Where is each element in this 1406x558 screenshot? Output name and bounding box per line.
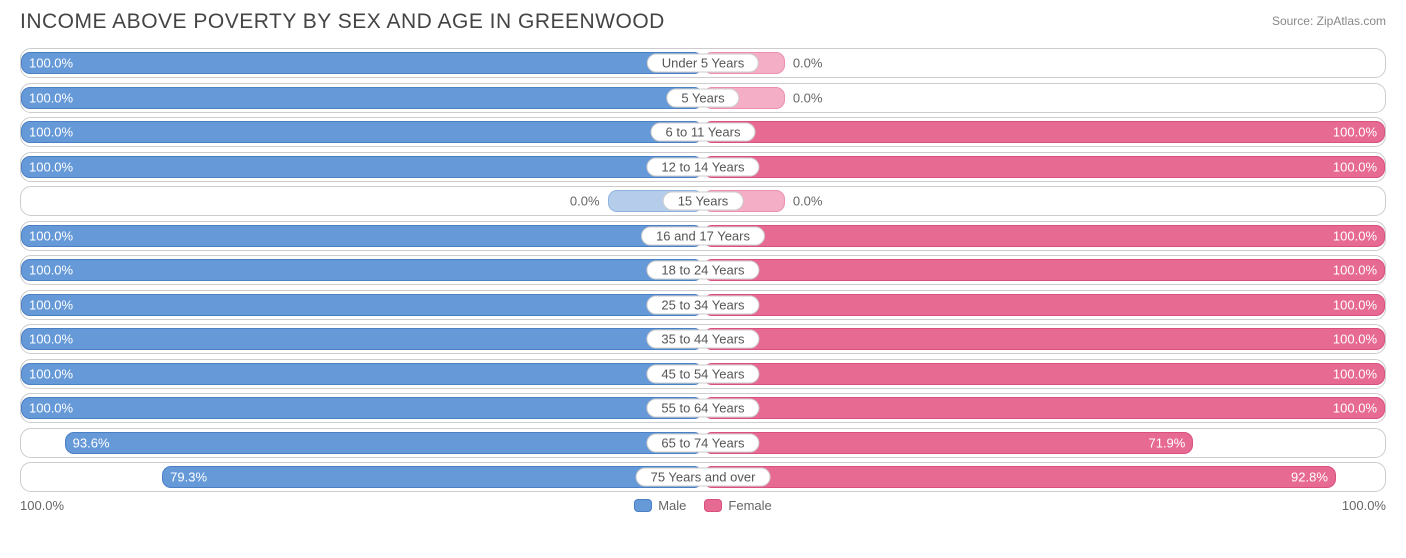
male-value-label: 100.0% — [29, 228, 73, 243]
female-bar — [703, 225, 1385, 247]
male-value-label: 93.6% — [73, 435, 110, 450]
legend: Male Female — [634, 498, 772, 513]
male-value-label: 100.0% — [29, 401, 73, 416]
legend-item-female: Female — [704, 498, 771, 513]
male-value-label: 100.0% — [29, 366, 73, 381]
chart-row: 100.0% 100.0% 45 to 54 Years — [20, 359, 1386, 389]
chart-row: 100.0% 100.0% 35 to 44 Years — [20, 324, 1386, 354]
chart-row: 100.0% 100.0% 25 to 34 Years — [20, 290, 1386, 320]
chart-source: Source: ZipAtlas.com — [1272, 14, 1386, 28]
axis-right-label: 100.0% — [1342, 498, 1386, 513]
female-value-label: 92.8% — [1291, 470, 1328, 485]
age-label: 18 to 24 Years — [646, 261, 759, 280]
female-value-label: 100.0% — [1333, 159, 1377, 174]
male-value-label: 100.0% — [29, 263, 73, 278]
female-value-label: 100.0% — [1333, 401, 1377, 416]
male-bar — [21, 259, 703, 281]
female-value-label: 0.0% — [793, 56, 823, 71]
chart-row: 100.0% 0.0% Under 5 Years — [20, 48, 1386, 78]
male-bar — [21, 294, 703, 316]
age-label: 45 to 54 Years — [646, 364, 759, 383]
female-value-label: 100.0% — [1333, 125, 1377, 140]
chart-row: 100.0% 100.0% 55 to 64 Years — [20, 393, 1386, 423]
female-value-label: 0.0% — [793, 194, 823, 209]
female-bar — [703, 466, 1336, 488]
female-bar — [703, 294, 1385, 316]
legend-item-male: Male — [634, 498, 686, 513]
male-bar — [21, 121, 703, 143]
female-value-label: 100.0% — [1333, 263, 1377, 278]
female-bar — [703, 156, 1385, 178]
age-label: 35 to 44 Years — [646, 330, 759, 349]
chart-row: 0.0% 0.0% 15 Years — [20, 186, 1386, 216]
male-bar — [21, 328, 703, 350]
age-label: Under 5 Years — [647, 54, 759, 73]
chart-row: 93.6% 71.9% 65 to 74 Years — [20, 428, 1386, 458]
chart-row: 100.0% 100.0% 16 and 17 Years — [20, 221, 1386, 251]
axis-left-label: 100.0% — [20, 498, 64, 513]
female-value-label: 100.0% — [1333, 297, 1377, 312]
male-value-label: 100.0% — [29, 90, 73, 105]
female-value-label: 71.9% — [1148, 435, 1185, 450]
male-value-label: 100.0% — [29, 159, 73, 174]
male-bar — [21, 156, 703, 178]
male-bar — [21, 363, 703, 385]
male-value-label: 100.0% — [29, 332, 73, 347]
age-label: 16 and 17 Years — [641, 226, 765, 245]
male-bar — [21, 225, 703, 247]
female-value-label: 100.0% — [1333, 366, 1377, 381]
female-swatch-icon — [704, 499, 722, 512]
chart-row: 100.0% 0.0% 5 Years — [20, 83, 1386, 113]
chart-row: 79.3% 92.8% 75 Years and over — [20, 462, 1386, 492]
female-bar — [703, 121, 1385, 143]
male-value-label: 100.0% — [29, 297, 73, 312]
male-bar — [21, 52, 703, 74]
age-label: 15 Years — [663, 192, 744, 211]
male-bar — [21, 397, 703, 419]
male-value-label: 100.0% — [29, 56, 73, 71]
male-swatch-icon — [634, 499, 652, 512]
age-label: 65 to 74 Years — [646, 433, 759, 452]
female-value-label: 100.0% — [1333, 332, 1377, 347]
female-bar — [703, 328, 1385, 350]
chart-row: 100.0% 100.0% 6 to 11 Years — [20, 117, 1386, 147]
chart-title: INCOME ABOVE POVERTY BY SEX AND AGE IN G… — [20, 10, 665, 34]
age-label: 75 Years and over — [636, 468, 771, 487]
male-bar — [162, 466, 703, 488]
female-bar — [703, 363, 1385, 385]
male-value-label: 79.3% — [170, 470, 207, 485]
age-label: 5 Years — [666, 88, 739, 107]
chart-row: 100.0% 100.0% 12 to 14 Years — [20, 152, 1386, 182]
chart-header: INCOME ABOVE POVERTY BY SEX AND AGE IN G… — [20, 10, 1386, 34]
female-value-label: 0.0% — [793, 90, 823, 105]
diverging-bar-chart: 100.0% 0.0% Under 5 Years 100.0% 0.0% 5 Years… — [20, 48, 1386, 492]
legend-female-label: Female — [728, 498, 771, 513]
male-bar — [65, 432, 703, 454]
male-value-label: 100.0% — [29, 125, 73, 140]
age-label: 12 to 14 Years — [646, 157, 759, 176]
female-bar — [703, 397, 1385, 419]
female-bar — [703, 259, 1385, 281]
chart-row: 100.0% 100.0% 18 to 24 Years — [20, 255, 1386, 285]
legend-male-label: Male — [658, 498, 686, 513]
age-label: 55 to 64 Years — [646, 399, 759, 418]
female-value-label: 100.0% — [1333, 228, 1377, 243]
male-bar — [21, 87, 703, 109]
chart-footer: 100.0% Male Female 100.0% — [20, 498, 1386, 513]
male-value-label: 0.0% — [570, 194, 600, 209]
female-bar — [703, 432, 1193, 454]
age-label: 25 to 34 Years — [646, 295, 759, 314]
age-label: 6 to 11 Years — [651, 123, 756, 142]
